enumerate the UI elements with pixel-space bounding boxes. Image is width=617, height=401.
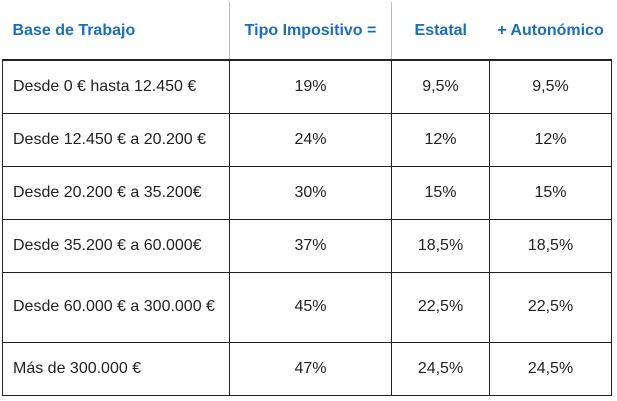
table-row: Desde 0 € hasta 12.450 € 19% 9,5% 9,5% — [2, 59, 612, 114]
cell-autonomico: 12% — [489, 112, 612, 167]
cell-autonomico: 15% — [489, 165, 612, 220]
cell-tipo: 37% — [229, 218, 392, 273]
table-row: Desde 20.200 € a 35.200€ 30% 15% 15% — [2, 165, 612, 220]
table-row: Desde 12.450 € a 20.200 € 24% 12% 12% — [2, 112, 612, 167]
cell-tipo: 47% — [229, 341, 392, 396]
table-row: Desde 60.000 € a 300.000 € 45% 22,5% 22,… — [2, 271, 612, 343]
table-row: Desde 35.200 € a 60.000€ 37% 18,5% 18,5% — [2, 218, 612, 273]
cell-base: Desde 0 € hasta 12.450 € — [2, 59, 230, 114]
cell-estatal: 22,5% — [391, 271, 490, 343]
table-header-row: Base de Trabajo Tipo Impositivo = Estata… — [2, 2, 612, 61]
cell-tipo: 45% — [229, 271, 392, 343]
cell-autonomico: 9,5% — [489, 59, 612, 114]
cell-autonomico: 24,5% — [489, 341, 612, 396]
tax-brackets-table: Base de Trabajo Tipo Impositivo = Estata… — [2, 2, 612, 396]
cell-base: Desde 60.000 € a 300.000 € — [2, 271, 230, 343]
header-autonomico: + Autonómico — [489, 2, 612, 61]
cell-tipo: 24% — [229, 112, 392, 167]
cell-estatal: 24,5% — [391, 341, 490, 396]
cell-autonomico: 18,5% — [489, 218, 612, 273]
cell-autonomico: 22,5% — [489, 271, 612, 343]
cell-tipo: 19% — [229, 59, 392, 114]
tax-table-container: Base de Trabajo Tipo Impositivo = Estata… — [2, 2, 612, 396]
cell-estatal: 18,5% — [391, 218, 490, 273]
header-estatal: Estatal — [391, 2, 490, 61]
cell-base: Desde 20.200 € a 35.200€ — [2, 165, 230, 220]
cell-estatal: 15% — [391, 165, 490, 220]
cell-estatal: 12% — [391, 112, 490, 167]
cell-base: Desde 35.200 € a 60.000€ — [2, 218, 230, 273]
cell-base: Más de 300.000 € — [2, 341, 230, 396]
cell-base: Desde 12.450 € a 20.200 € — [2, 112, 230, 167]
cell-tipo: 30% — [229, 165, 392, 220]
table-row: Más de 300.000 € 47% 24,5% 24,5% — [2, 341, 612, 396]
header-tipo: Tipo Impositivo = — [229, 2, 392, 61]
header-base: Base de Trabajo — [2, 2, 230, 61]
cell-estatal: 9,5% — [391, 59, 490, 114]
